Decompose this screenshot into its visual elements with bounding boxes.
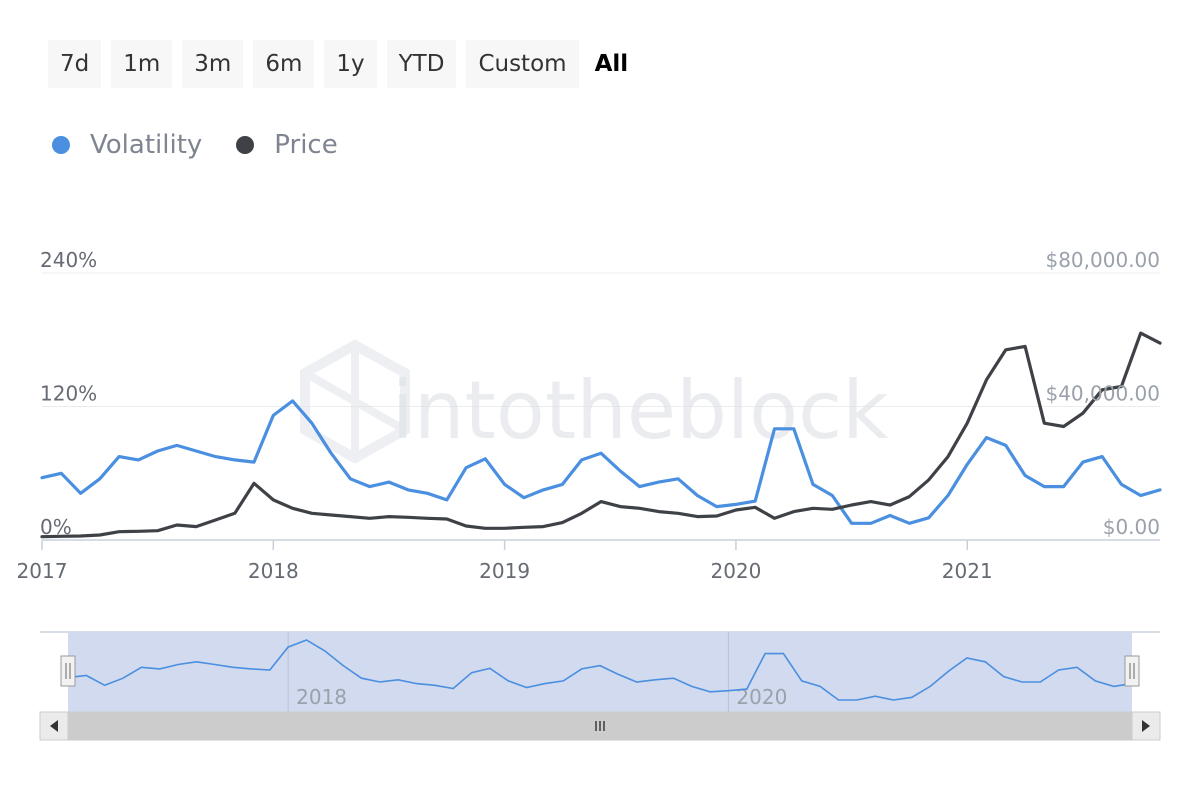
y-right-tick-label: $40,000.00	[1045, 382, 1160, 406]
range-button-custom[interactable]: Custom	[466, 40, 579, 88]
watermark-logo-icon	[300, 339, 410, 464]
y-left-tick-label: 240%	[40, 248, 97, 272]
range-button-6m[interactable]: 6m	[253, 40, 315, 88]
arrow-left-icon	[50, 720, 58, 732]
navigator: 2018 2020	[39, 631, 1161, 741]
navigator-selection[interactable]	[68, 632, 1132, 712]
legend-item-volatility[interactable]: Volatility	[52, 130, 202, 160]
legend-label: Price	[274, 130, 338, 160]
legend-label: Volatility	[90, 130, 203, 160]
range-button-1y[interactable]: 1y	[324, 40, 377, 88]
x-tick-label: 2020	[710, 559, 761, 583]
y-right-tick-label: $0.00	[1103, 515, 1160, 539]
range-button-1m[interactable]: 1m	[111, 40, 173, 88]
x-tick-label: 2021	[942, 559, 993, 583]
scroll-left-button[interactable]	[39, 711, 69, 741]
series-line-price[interactable]	[40, 331, 1162, 539]
series-lines	[40, 331, 1162, 539]
scrollbar-grip-icon	[595, 721, 605, 731]
navigator-handle-left[interactable]	[60, 655, 76, 687]
axes: 0% 120% 240% $0.00 $40,000.00 $80,000.00 2017 2…	[17, 248, 1160, 583]
range-button-all[interactable]: All	[594, 51, 629, 77]
navigator-handle-right[interactable]	[1124, 655, 1140, 687]
chart-legend: Volatility Price	[52, 130, 338, 160]
y-right-tick-label: $80,000.00	[1045, 248, 1160, 272]
range-selector: 7d 1m 3m 6m 1y YTD Custom All	[48, 40, 634, 88]
legend-marker-volatility	[52, 136, 70, 154]
x-tick-label: 2019	[479, 559, 530, 583]
x-tick-label: 2018	[248, 559, 299, 583]
navigator-series-line	[67, 639, 1133, 701]
legend-item-price[interactable]: Price	[236, 130, 338, 160]
arrow-right-icon	[1142, 720, 1150, 732]
x-tick-label: 2017	[17, 559, 68, 583]
range-button-ytd[interactable]: YTD	[386, 40, 457, 88]
range-button-7d[interactable]: 7d	[48, 40, 102, 88]
range-button-3m[interactable]: 3m	[182, 40, 244, 88]
y-left-tick-label: 120%	[40, 382, 97, 406]
watermark: intotheblock	[392, 364, 889, 457]
y-left-tick-label: 0%	[40, 515, 72, 539]
legend-marker-price	[236, 136, 255, 154]
series-line-volatility[interactable]	[40, 399, 1162, 525]
navigator-label: 2018	[296, 685, 347, 709]
